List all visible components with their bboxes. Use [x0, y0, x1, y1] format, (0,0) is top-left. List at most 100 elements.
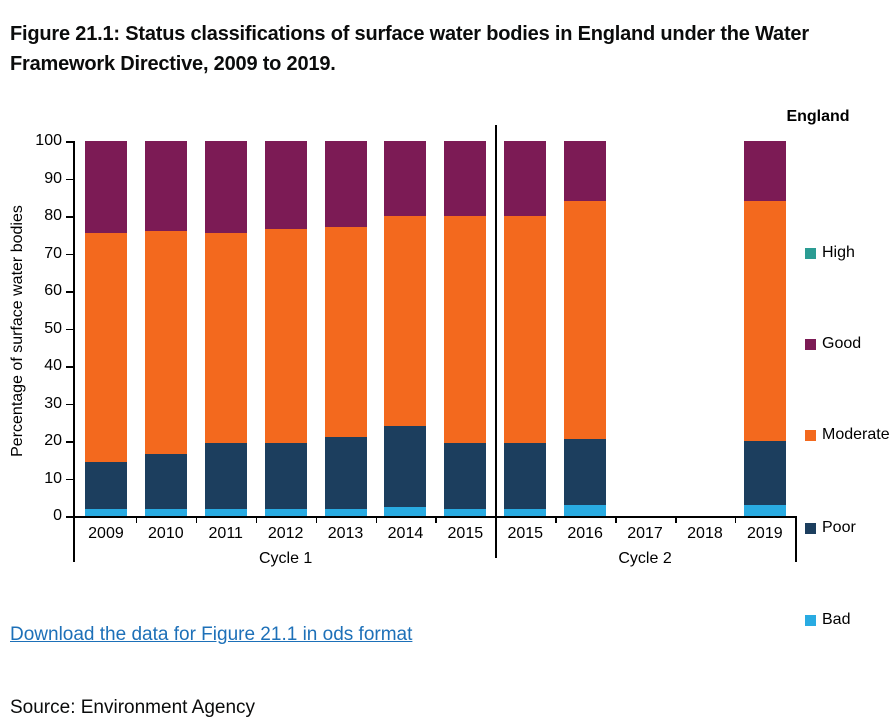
y-tick [66, 141, 73, 143]
legend-label-poor: Poor [822, 519, 856, 536]
download-data-link[interactable]: Download the data for Figure 21.1 in ods… [10, 624, 413, 645]
bar-2012-moderate [264, 229, 307, 443]
y-tick [66, 403, 73, 405]
legend-label-high: High [822, 244, 855, 261]
bar-2009-bad [84, 508, 127, 516]
x-tick [255, 516, 258, 523]
y-tick [66, 441, 73, 443]
y-axis-line [73, 141, 75, 562]
bar-2009-poor [84, 461, 127, 509]
x-tick-label-10: 2018 [687, 525, 723, 542]
x-tick-label-6: 2015 [447, 525, 484, 542]
y-tick [66, 366, 73, 368]
y-axis-title: Percentage of surface water bodies [9, 205, 26, 457]
legend-item-poor: Poor [805, 519, 856, 536]
bar-2015-bad [444, 508, 487, 516]
x-tick-label-9: 2017 [627, 525, 663, 542]
y-tick-label: 60 [44, 282, 62, 299]
y-tick [66, 328, 73, 330]
bar-2013-poor [324, 437, 367, 509]
bar-2019-poor [743, 441, 786, 505]
bar-2016-poor [564, 439, 607, 505]
bar-2010-bad [144, 508, 187, 516]
bar-2015-bad [504, 508, 547, 516]
x-tick-label-1: 2010 [148, 525, 184, 542]
bar-2015-good [504, 141, 547, 216]
bar-2011-poor [204, 442, 247, 509]
bar-2011-bad [204, 508, 247, 516]
legend-swatch-poor-icon [805, 522, 816, 534]
group-label-cycle-1: Cycle 1 [258, 550, 313, 567]
legend-title: England [786, 108, 850, 125]
x-tick [734, 516, 737, 523]
x-tick [375, 516, 377, 523]
bar-2010-good [144, 141, 187, 231]
bar-2013-moderate [324, 227, 367, 438]
legend-swatch-moderate-icon [805, 429, 816, 441]
y-tick [66, 291, 73, 293]
x-tick [135, 516, 138, 523]
bar-2016-good [564, 141, 607, 201]
bar-2011-moderate [204, 232, 247, 443]
legend-item-bad: Bad [805, 611, 851, 628]
bar-2019-good [743, 141, 786, 201]
legend-label-bad: Bad [822, 611, 851, 628]
bar-2015-good [444, 141, 487, 216]
legend-label-good: Good [822, 335, 862, 352]
x-tick-label-2: 2011 [208, 525, 243, 542]
bar-2015-moderate [444, 216, 487, 443]
x-tick-label-7: 2015 [507, 525, 544, 542]
x-tick-label-5: 2014 [387, 525, 424, 542]
bar-2011-good [204, 141, 247, 233]
bar-2016-moderate [564, 201, 607, 440]
bar-2010-moderate [144, 231, 187, 455]
legend-swatch-bad-icon [805, 614, 816, 626]
bar-2009-good [84, 141, 127, 233]
y-tick [66, 216, 73, 218]
y-tick [66, 178, 73, 180]
y-tick [66, 478, 73, 480]
y-tick-label: 100 [35, 132, 62, 149]
y-tick-label: 0 [53, 507, 62, 524]
cycle-divider-line [495, 125, 498, 558]
x-tick-label-8: 2016 [567, 525, 603, 542]
source-text: Source: Environment Agency [10, 697, 256, 718]
x-tick [675, 516, 677, 523]
bar-2015-poor [504, 442, 547, 509]
legend-swatch-high-icon [805, 247, 816, 259]
legend-item-high: High [805, 244, 855, 261]
x-tick-label-0: 2009 [88, 525, 124, 542]
bar-2010-poor [144, 454, 187, 509]
legend-swatch-good-icon [805, 338, 816, 350]
y-tick-label: 80 [44, 207, 62, 224]
x-axis-line [73, 516, 795, 518]
bar-2019-bad [743, 504, 786, 516]
x-tick-label-11: 2019 [747, 525, 783, 542]
bar-2015-moderate [504, 216, 547, 443]
bar-2013-bad [324, 508, 367, 516]
legend-label-moderate: Moderate [822, 426, 890, 443]
bar-2014-poor [384, 426, 427, 507]
x-tick-label-4: 2013 [327, 525, 364, 542]
bar-2009-moderate [84, 232, 127, 462]
x-axis-right-boundary [794, 516, 797, 562]
y-tick-label: 10 [44, 469, 62, 487]
figure-title: Figure 21.1: Status classifications of s… [10, 23, 809, 76]
bar-2016-bad [564, 504, 607, 516]
y-tick-label: 30 [44, 394, 62, 412]
y-tick-label: 50 [44, 319, 62, 337]
legend-item-moderate: Moderate [805, 426, 890, 443]
y-tick-label: 40 [44, 357, 62, 374]
bar-2014-good [384, 141, 427, 216]
x-tick [615, 516, 617, 523]
bar-2012-good [264, 141, 307, 230]
x-tick [195, 516, 198, 523]
bar-2019-moderate [743, 201, 786, 441]
y-tick [66, 516, 73, 518]
x-tick [555, 516, 557, 523]
bar-2013-good [324, 141, 367, 228]
stacked-bar-chart: 0 10 20 30 40 50 60 70 80 90 100 2009 2010 2011 2012 20… [0, 100, 896, 628]
bar-2015-poor [444, 442, 487, 509]
bar-2014-bad [384, 506, 427, 516]
x-tick-label-3: 2012 [267, 525, 304, 542]
